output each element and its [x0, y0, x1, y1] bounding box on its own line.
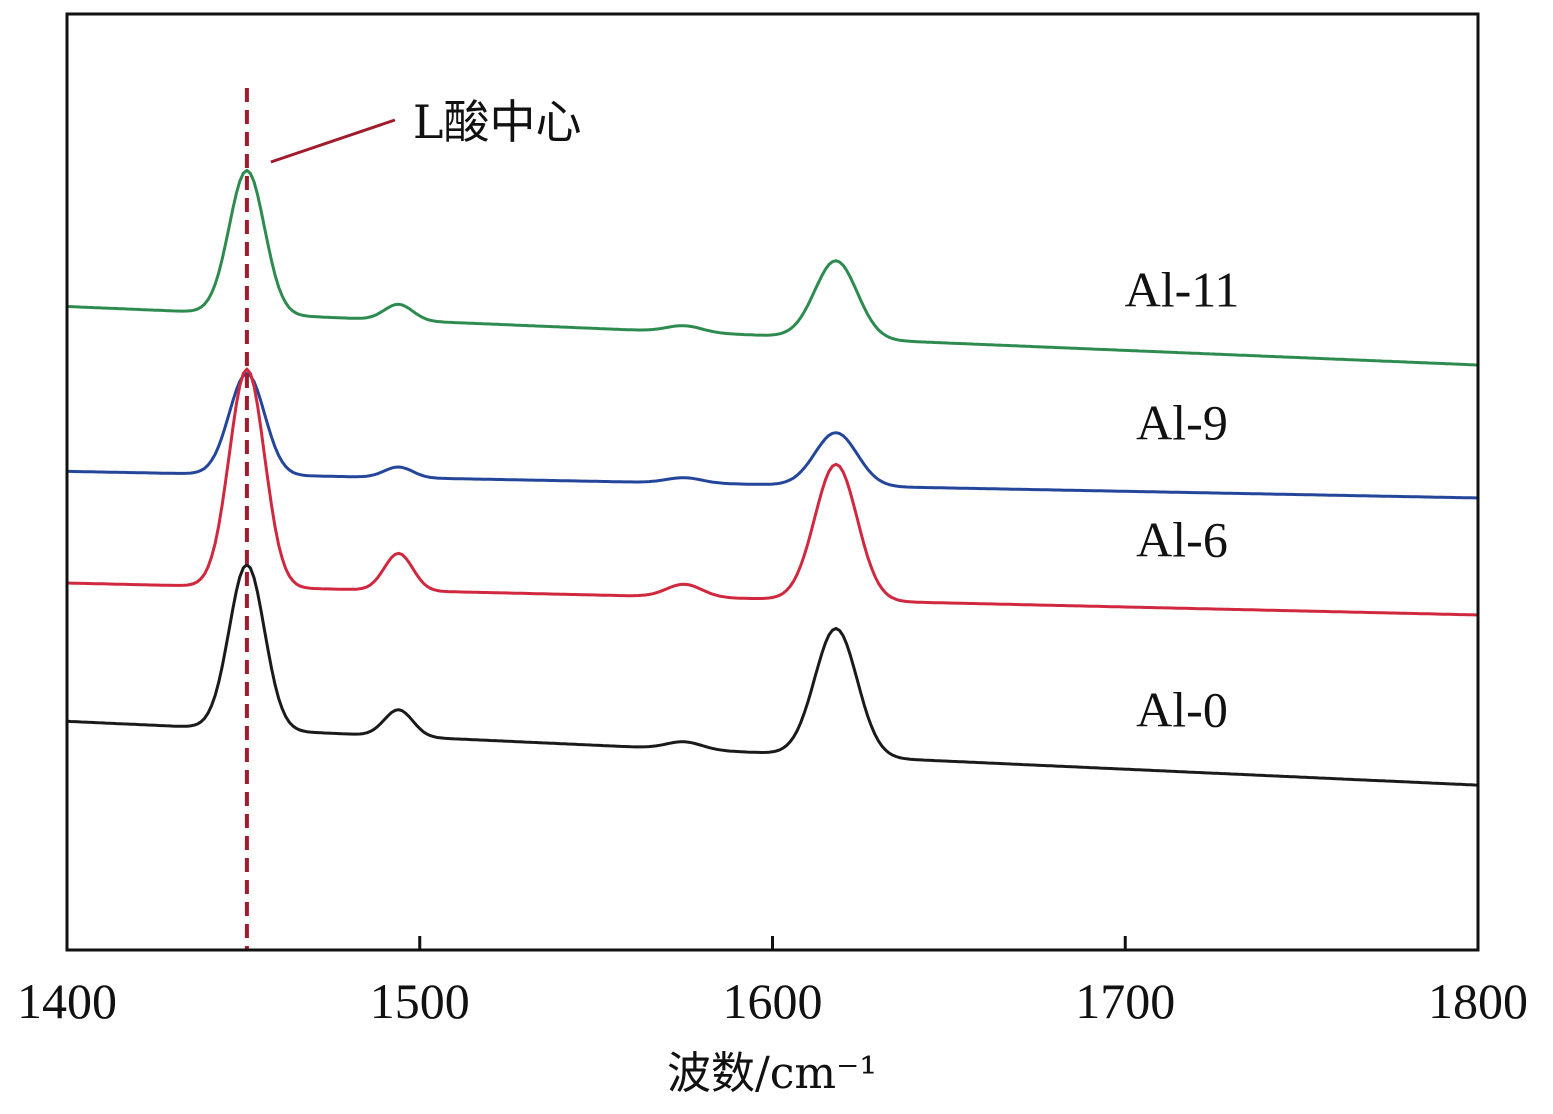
x-tick-label: 1500	[370, 973, 470, 1029]
series-line-al-11	[66, 168, 1479, 367]
annotation-layer: L酸中心	[244, 88, 582, 950]
x-tick-label: 1600	[723, 973, 823, 1029]
series-label-al-9: Al-9	[1136, 394, 1228, 450]
series-label-al-11: Al-11	[1125, 262, 1240, 318]
series-line-al-0	[66, 563, 1479, 787]
series-label-al-6: Al-6	[1136, 511, 1228, 567]
series-layer	[66, 168, 1479, 787]
annotation-leader-line	[270, 118, 396, 164]
series-line-al-9	[67, 372, 1479, 500]
series-line-al-6	[66, 367, 1479, 617]
annotation-label: L酸中心	[413, 95, 582, 149]
x-axis: 1400 1500 1600 1700 1800	[17, 936, 1528, 1029]
x-tick-label: 1400	[17, 973, 117, 1029]
series-label-al-0: Al-0	[1136, 682, 1228, 738]
x-tick-label: 1700	[1075, 973, 1175, 1029]
x-tick-label: 1800	[1428, 973, 1528, 1029]
series-labels: Al-11 Al-9 Al-6 Al-0	[1125, 262, 1240, 738]
x-axis-title: 波数/cm⁻¹	[667, 1048, 877, 1099]
